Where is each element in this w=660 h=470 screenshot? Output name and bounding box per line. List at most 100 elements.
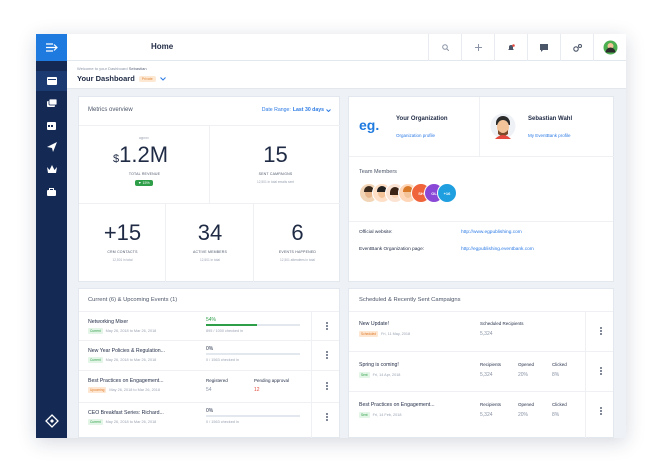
organization-profile-link[interactable]: Organization profile: [396, 133, 436, 138]
user-avatar-button[interactable]: [593, 34, 626, 61]
event-name[interactable]: Best Practices on Engagement...: [88, 378, 164, 384]
checkin-progress-bar: [206, 324, 300, 326]
sidebar-item-campaigns[interactable]: [36, 93, 67, 113]
event-row[interactable]: New Year Policies & Regulation... Curren…: [79, 340, 341, 371]
event-name[interactable]: Networking Mixer: [88, 319, 129, 325]
crm-contacts-label: CRM CONTACTS: [107, 250, 138, 254]
event-status-tag: Upcoming: [88, 387, 107, 393]
approx-label: approx: [139, 136, 149, 140]
person-icon: [390, 187, 400, 198]
checkin-percent: 0%: [206, 346, 214, 352]
dashboard-selector[interactable]: Your Dashboard Private: [77, 74, 166, 83]
event-dates: May 26, 2018 to Mar 26, 2018: [109, 388, 161, 392]
kebab-icon: [326, 413, 328, 421]
event-row[interactable]: Networking Mixer Current May 26, 2018 to …: [79, 311, 341, 341]
sidebar-item-membership[interactable]: [36, 159, 67, 179]
sidebar-item-home[interactable]: [36, 71, 67, 91]
events-happened-label: EVENTS HAPPENED: [278, 250, 317, 254]
sent-campaigns-label: SENT CAMPAIGNS: [258, 172, 293, 176]
gears-icon: [572, 43, 582, 52]
recipients-label: Recipients: [480, 402, 502, 407]
calendar-icon: [47, 121, 56, 130]
event-more-button[interactable]: [311, 403, 341, 438]
campaign-name[interactable]: Best Practices on Engagement...: [359, 402, 435, 408]
notifications-button[interactable]: [494, 34, 527, 61]
event-row[interactable]: CEO Breakfast Series: Richard... Current…: [79, 402, 339, 438]
menu-toggle-button[interactable]: [36, 34, 67, 61]
clicked-label: Clicked: [552, 402, 567, 407]
registered-label: Registered: [206, 378, 228, 383]
add-button[interactable]: [461, 34, 494, 61]
kebab-icon: [600, 327, 602, 335]
bell-icon: [508, 43, 515, 50]
campaign-row[interactable]: Best Practices on Engagement... Sent Fri,…: [349, 391, 613, 438]
chevron-down-icon: [326, 108, 331, 112]
team-avatars: SH OL +16: [359, 183, 499, 205]
eventbank-logo: [36, 410, 67, 432]
sidebar-item-events[interactable]: [36, 115, 67, 135]
crm-contacts-sub: 12,501 in total: [112, 258, 133, 262]
metrics-overview-card: Metrics overview Date Range: Last 30 day…: [78, 96, 341, 283]
events-happened-value: 6: [291, 220, 304, 245]
settings-button[interactable]: [560, 34, 593, 61]
plus-icon: [474, 44, 482, 51]
campaign-row[interactable]: New Update! Scheduled Fri, 11 May, 2018 S…: [349, 311, 615, 352]
sidebar-item-messages[interactable]: [36, 137, 67, 157]
website-link[interactable]: http://www.egpublishing.com: [461, 230, 522, 235]
user-name: Sebastian Wahl: [528, 116, 573, 122]
organization-card: eg. Your Organization Organization profi…: [348, 96, 615, 282]
date-range-label: Date Range:: [261, 107, 291, 113]
org-page-link[interactable]: http://egpublishing.eventbank.com: [461, 247, 534, 252]
opened-label: Opened: [518, 362, 535, 367]
revenue-label: TOTAL REVENUE: [128, 172, 161, 176]
menu-arrow-icon: [45, 43, 58, 52]
page-title: Home: [151, 42, 174, 51]
person-icon: [403, 186, 413, 198]
recipients-value: 5,324: [480, 372, 493, 378]
campaign-date: Fri, 14 Feb, 2018: [372, 413, 402, 417]
event-name[interactable]: CEO Breakfast Series: Richard...: [88, 410, 164, 416]
search-button[interactable]: [428, 34, 461, 61]
pending-value: 12: [254, 387, 260, 393]
campaign-more-button[interactable]: [585, 312, 615, 352]
bag-icon: [47, 187, 56, 196]
clicked-label: Clicked: [552, 362, 567, 367]
team-more-count[interactable]: +16: [437, 183, 457, 203]
event-status-tag: Current: [88, 419, 103, 425]
user-profile-link[interactable]: My EventBank profile: [528, 133, 571, 138]
campaign-status-tag: Sent: [359, 372, 370, 378]
crm-contacts-metric: +15 CRM CONTACTS 12,501 in total: [79, 203, 166, 283]
event-name[interactable]: New Year Policies & Regulation...: [88, 348, 165, 354]
events-card: Current (6) & Upcoming Events (1) Networ…: [78, 288, 340, 438]
person-icon: [377, 186, 387, 198]
sent-campaigns-value: 15: [263, 142, 288, 167]
messages-button[interactable]: [527, 34, 560, 61]
campaign-more-button[interactable]: [585, 392, 615, 438]
date-range-dropdown[interactable]: Date Range: Last 30 days: [262, 107, 331, 113]
active-members-sub: 12,501 in total: [199, 258, 221, 262]
campaign-status-tag: Scheduled: [359, 331, 379, 337]
event-more-button[interactable]: [311, 371, 341, 403]
campaign-name[interactable]: New Update!: [359, 321, 389, 327]
revenue-change-badge: ▼ 15%: [135, 180, 153, 186]
campaign-name[interactable]: Spring is coming!: [359, 362, 399, 368]
currency-symbol: $: [113, 153, 120, 165]
registered-value: 54: [206, 387, 212, 393]
event-dates: May 26, 2018 to Mar 26, 2018: [105, 420, 157, 424]
events-happened-sub: 12,501 attendees in total: [280, 258, 315, 262]
event-more-button[interactable]: [311, 312, 341, 341]
events-title: Current (6) & Upcoming Events (1): [88, 297, 178, 303]
event-dates: May 26, 2018 to Mar 26, 2018: [105, 329, 157, 333]
revenue-value: 1.2M: [119, 142, 169, 167]
welcome-prefix: Welcome to your Dashboard: [77, 66, 128, 71]
event-status-tag: Current: [88, 328, 103, 334]
sidebar-item-store[interactable]: [36, 181, 67, 201]
event-row[interactable]: Best Practices on Engagement... Upcoming…: [79, 370, 341, 403]
event-more-button[interactable]: [311, 341, 341, 371]
campaign-status-tag: Sent: [359, 412, 370, 418]
kebab-icon: [326, 351, 328, 359]
campaign-more-button[interactable]: [585, 352, 615, 392]
campaign-row[interactable]: Spring is coming! Sent Fri, 14 Apr, 2018 …: [349, 351, 615, 392]
campaign-date: Fri, 14 Apr, 2018: [372, 373, 401, 377]
chat-icon: [540, 43, 548, 52]
